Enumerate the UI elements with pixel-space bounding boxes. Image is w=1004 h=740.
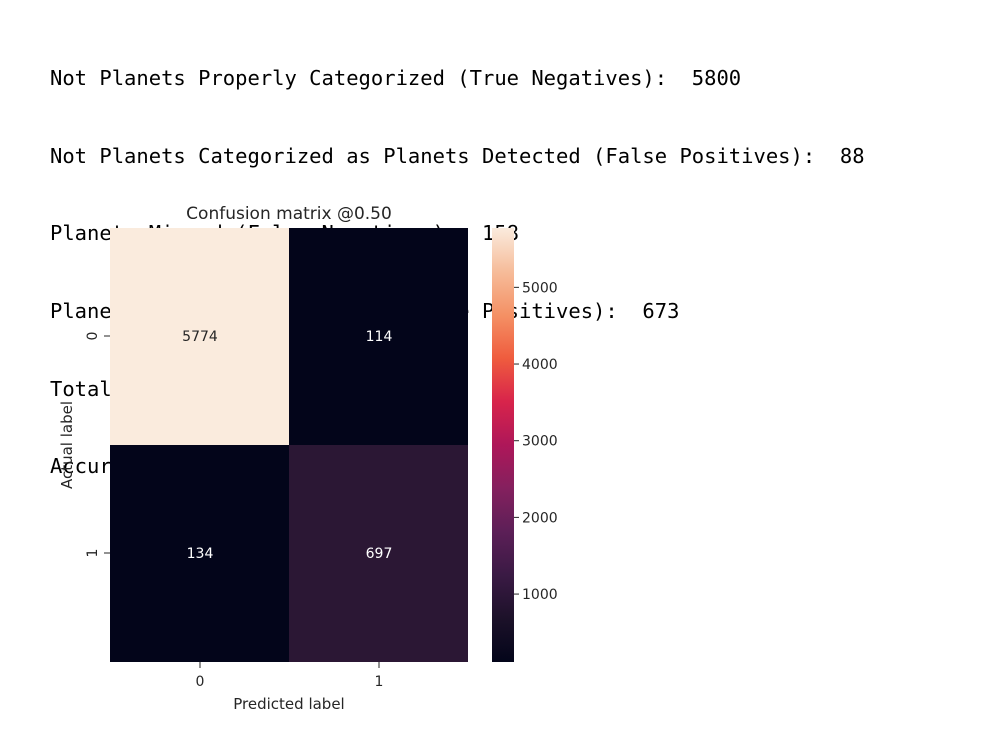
- x-axis-label: Predicted label: [233, 695, 344, 713]
- cell-label-0-1: 114: [366, 329, 393, 345]
- y-axis: 0 1 Actual label: [58, 332, 110, 558]
- colorbar-ticks: 1000 2000 3000 4000 5000: [514, 280, 558, 603]
- colorbar-gradient: [492, 228, 514, 662]
- cell-1-1: [289, 445, 468, 662]
- false-positives-line: Not Planets Categorized as Planets Detec…: [50, 143, 865, 168]
- colorbar-tick-label-2000: 2000: [522, 510, 558, 526]
- x-axis: 0 1 Predicted label: [196, 662, 384, 713]
- cell-0-1: [289, 228, 468, 445]
- true-negatives-line: Not Planets Properly Categorized (True N…: [50, 65, 742, 90]
- cell-1-0: [110, 445, 289, 662]
- heatmap-cell-labels: 5774 114 134 697: [182, 329, 392, 562]
- cell-label-1-0: 134: [187, 546, 214, 562]
- x-tick-label-0: 0: [196, 674, 205, 690]
- colorbar: 1000 2000 3000 4000 5000: [492, 228, 558, 662]
- y-tick-label-0: 0: [85, 332, 101, 341]
- cell-label-0-0: 5774: [182, 329, 218, 345]
- chart-title: Confusion matrix @0.50: [186, 204, 392, 224]
- cell-0-0: [110, 228, 289, 445]
- heatmap-cells: [110, 228, 468, 662]
- colorbar-tick-label-5000: 5000: [522, 280, 558, 296]
- colorbar-tick-label-1000: 1000: [522, 587, 558, 603]
- cell-label-1-1: 697: [366, 546, 393, 562]
- colorbar-tick-label-3000: 3000: [522, 434, 558, 450]
- x-tick-label-1: 1: [375, 674, 384, 690]
- y-tick-label-1: 1: [85, 549, 101, 558]
- y-axis-label: Actual label: [58, 401, 76, 489]
- colorbar-tick-label-4000: 4000: [522, 357, 558, 373]
